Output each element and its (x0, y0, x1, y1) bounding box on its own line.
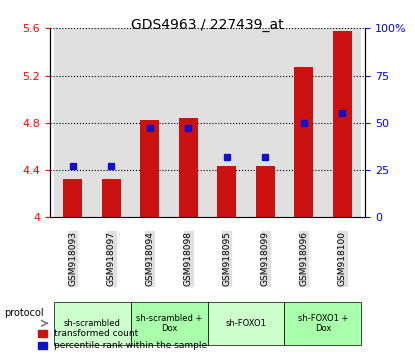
FancyBboxPatch shape (208, 302, 284, 344)
Bar (256, 166, 275, 217)
Text: GSM918098: GSM918098 (184, 231, 193, 286)
Text: GSM918095: GSM918095 (222, 231, 231, 286)
Bar (178, 118, 198, 217)
Text: sh-FOXO1 +
Dox: sh-FOXO1 + Dox (298, 314, 348, 333)
FancyBboxPatch shape (284, 302, 361, 344)
Text: sh-scrambled +
Dox: sh-scrambled + Dox (136, 314, 202, 333)
FancyBboxPatch shape (54, 302, 131, 344)
Text: GSM918099: GSM918099 (261, 231, 270, 286)
Text: GDS4963 / 227439_at: GDS4963 / 227439_at (131, 18, 284, 32)
Text: GSM918094: GSM918094 (145, 231, 154, 286)
Text: GSM918097: GSM918097 (107, 231, 116, 286)
Bar (323, 28, 361, 217)
Bar (102, 179, 121, 217)
Text: sh-scrambled: sh-scrambled (63, 319, 120, 328)
Text: protocol: protocol (4, 308, 44, 318)
Text: GSM918100: GSM918100 (338, 231, 347, 286)
Text: GSM918096: GSM918096 (299, 231, 308, 286)
Bar (217, 166, 237, 217)
FancyBboxPatch shape (131, 302, 208, 344)
Text: sh-FOXO1: sh-FOXO1 (225, 319, 266, 328)
Legend: transformed count, percentile rank within the sample: transformed count, percentile rank withi… (38, 330, 207, 350)
Bar (284, 28, 323, 217)
Bar (332, 31, 352, 217)
Bar (294, 67, 313, 217)
Bar (63, 179, 83, 217)
Text: GSM918093: GSM918093 (68, 231, 77, 286)
Bar (92, 28, 131, 217)
Bar (54, 28, 92, 217)
Bar (246, 28, 284, 217)
Bar (169, 28, 208, 217)
Bar (208, 28, 246, 217)
Bar (131, 28, 169, 217)
Bar (140, 120, 159, 217)
